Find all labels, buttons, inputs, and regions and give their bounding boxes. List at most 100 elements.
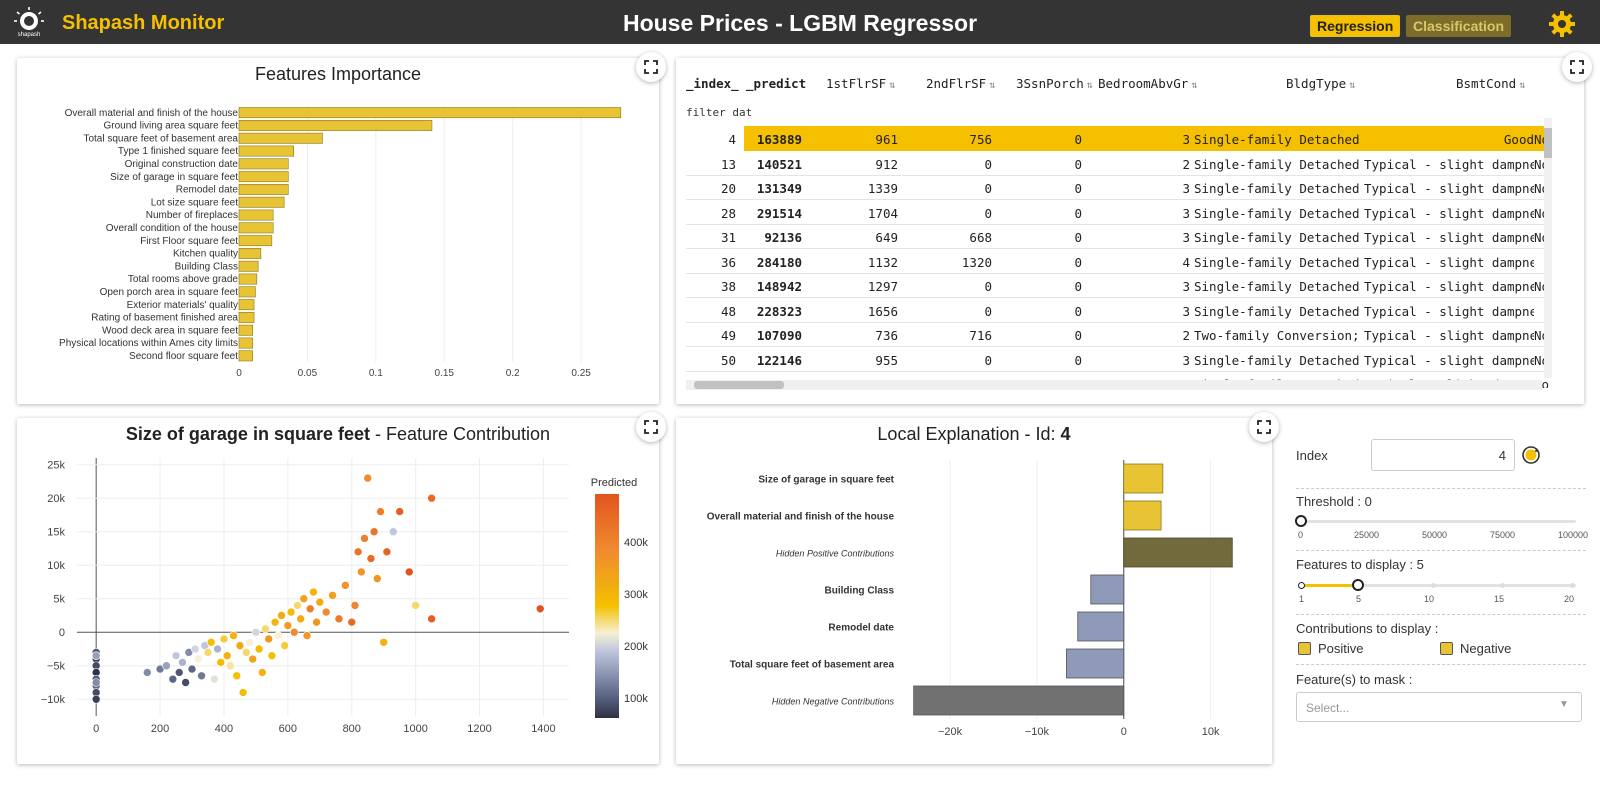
col-header-bldgtype[interactable]: BldgType ⇅ — [1286, 76, 1356, 91]
scatter-point[interactable] — [226, 661, 235, 671]
scatter-point[interactable] — [388, 527, 398, 537]
fullscreen-button[interactable] — [1562, 52, 1592, 82]
table-row[interactable]: 38 148942 1297 0 0 3 Single-family Detached Typ… — [686, 273, 1549, 298]
fullscreen-button[interactable] — [1249, 412, 1279, 442]
col-header-predict[interactable]: _predict — [746, 76, 807, 91]
table-horizontal-scrollbar[interactable] — [686, 380, 1542, 390]
scatter-point[interactable] — [286, 607, 296, 617]
table-row[interactable]: 4 163889 961 756 0 3 Single-family Detached Goo… — [686, 126, 1549, 151]
negative-checkbox[interactable] — [1440, 642, 1453, 655]
scatter-point[interactable] — [245, 637, 254, 647]
contribution-bar[interactable] — [1090, 574, 1125, 605]
scatter-point[interactable] — [91, 651, 101, 660]
scatter-point[interactable] — [257, 668, 267, 677]
scatter-point[interactable] — [289, 627, 299, 637]
importance-bar[interactable] — [238, 107, 622, 119]
table-row[interactable]: 28 291514 1704 0 0 3 Single-family Detached Typ… — [686, 199, 1549, 225]
scatter-point[interactable] — [328, 591, 337, 600]
contribution-bar[interactable] — [1066, 648, 1125, 679]
scatter-point[interactable] — [91, 694, 101, 704]
scatter-point[interactable] — [535, 604, 545, 614]
col-header-bedroomabvgr[interactable]: BedroomAbvGr ⇅ — [1098, 76, 1198, 91]
scatter-point[interactable] — [341, 581, 350, 590]
scatter-point[interactable] — [280, 641, 289, 650]
scatter-point[interactable] — [270, 617, 280, 627]
importance-bar[interactable] — [238, 132, 323, 144]
scatter-point[interactable] — [174, 668, 184, 677]
mask-select[interactable]: Select... ▼ — [1296, 692, 1582, 722]
importance-bar[interactable] — [238, 248, 262, 259]
col-header-3ssnporch[interactable]: 3SsnPorch ⇅ — [1016, 76, 1093, 91]
scatter-point[interactable] — [312, 617, 321, 627]
scatter-point[interactable] — [309, 587, 318, 597]
scatter-point[interactable] — [232, 671, 242, 681]
scatter-point[interactable] — [206, 637, 216, 647]
importance-bar[interactable] — [238, 171, 289, 183]
scatter-point[interactable] — [171, 651, 181, 660]
contribution-bar[interactable] — [1077, 611, 1125, 642]
contribution-bar[interactable] — [1123, 463, 1164, 494]
contribution-bar[interactable] — [1123, 500, 1162, 531]
scatter-point[interactable] — [296, 614, 305, 624]
importance-bar[interactable] — [238, 324, 253, 336]
scatter-point[interactable] — [181, 678, 190, 687]
scatter-point[interactable] — [264, 634, 273, 644]
scatter-point[interactable] — [395, 507, 404, 516]
scatter-point[interactable] — [142, 668, 152, 677]
importance-bar[interactable] — [238, 158, 289, 170]
scatter-point[interactable] — [373, 574, 382, 583]
gear-icon[interactable] — [1548, 10, 1576, 38]
importance-bar[interactable] — [238, 119, 433, 131]
scatter-point[interactable] — [427, 493, 436, 503]
scatter-point[interactable] — [229, 631, 238, 640]
table-filter-input[interactable]: filter dat — [686, 106, 753, 119]
scatter-point[interactable] — [178, 658, 187, 667]
table-vertical-scrollbar[interactable] — [1544, 118, 1552, 378]
scatter-point[interactable] — [334, 614, 344, 624]
threshold-slider-handle[interactable] — [1295, 515, 1307, 527]
table-row[interactable]: 48 228323 1656 0 0 3 Single-family Detached Typ… — [686, 297, 1546, 323]
refresh-icon[interactable] — [1520, 444, 1542, 466]
importance-bar[interactable] — [238, 260, 259, 272]
table-row[interactable]: 20 131349 1339 0 0 3 Single-family Detached Typ… — [686, 175, 1549, 200]
scatter-point[interactable] — [376, 507, 385, 516]
scatter-point[interactable] — [360, 534, 369, 543]
importance-bar[interactable] — [238, 235, 273, 247]
threshold-slider[interactable] — [1295, 515, 1576, 527]
scatter-point[interactable] — [379, 637, 389, 647]
scatter-point[interactable] — [305, 604, 315, 614]
scatter-point[interactable] — [302, 631, 312, 640]
scatter-point[interactable] — [321, 607, 331, 617]
scatter-point[interactable] — [299, 594, 309, 604]
scatter-point[interactable] — [242, 648, 251, 657]
scatter-point[interactable] — [363, 473, 373, 483]
scatter-point[interactable] — [210, 674, 219, 684]
scatter-point[interactable] — [235, 641, 245, 650]
index-input[interactable] — [1371, 439, 1515, 471]
table-row[interactable]: 31 92136 649 668 0 3 Single-family Detached Typ… — [686, 224, 1549, 249]
positive-checkbox[interactable] — [1298, 642, 1311, 655]
classification-button[interactable]: Classification — [1406, 15, 1512, 37]
scatter-point[interactable] — [369, 527, 379, 537]
fullscreen-button[interactable] — [636, 52, 666, 82]
table-row[interactable]: 36 284180 1132 1320 0 4 Single-family Detached… — [686, 248, 1546, 274]
scatter-point[interactable] — [357, 567, 366, 577]
features-slider-handle[interactable] — [1352, 579, 1365, 591]
importance-bar[interactable] — [238, 337, 253, 349]
scatter-point[interactable] — [203, 648, 213, 657]
scatter-point[interactable] — [382, 547, 392, 557]
importance-bar[interactable] — [238, 273, 258, 285]
importance-bar[interactable] — [238, 299, 255, 311]
scatter-point[interactable] — [194, 654, 203, 664]
table-row[interactable]: 13 140521 912 0 0 2 Single-family Detached Typi… — [686, 150, 1549, 176]
col-header-1stflrsf[interactable]: 1stFlrSF ⇅ — [826, 76, 896, 91]
scatter-point[interactable] — [238, 688, 248, 697]
scatter-point[interactable] — [187, 664, 197, 674]
scatter-point[interactable] — [293, 601, 302, 610]
importance-bar[interactable] — [238, 209, 274, 221]
scatter-point[interactable] — [283, 621, 293, 630]
regression-button[interactable]: Regression — [1310, 15, 1401, 37]
scatter-point[interactable] — [248, 654, 258, 664]
scatter-point[interactable] — [222, 651, 232, 660]
importance-bar[interactable] — [238, 222, 274, 234]
